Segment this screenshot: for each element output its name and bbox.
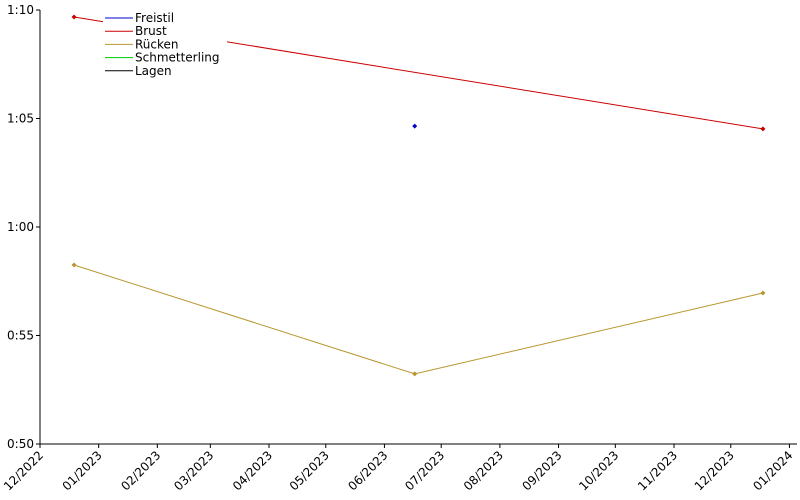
- x-tick-label: 01/2024: [750, 448, 795, 493]
- legend-label: Freistil: [135, 11, 174, 25]
- legend-label: Lagen: [135, 64, 172, 78]
- y-tick-label: 0:50: [7, 437, 34, 451]
- x-tick-label: 10/2023: [576, 448, 621, 493]
- data-point: [412, 123, 418, 129]
- data-point: [760, 126, 766, 132]
- y-tick-label: 1:05: [7, 112, 34, 126]
- x-tick-label: 02/2023: [118, 448, 163, 493]
- data-point: [71, 262, 77, 268]
- legend-label: Schmetterling: [135, 51, 220, 65]
- data-point: [71, 14, 77, 20]
- series-line: [73, 264, 764, 375]
- legend-label: Rücken: [135, 37, 179, 51]
- y-tick-label: 1:00: [7, 220, 34, 234]
- data-point: [412, 371, 418, 377]
- x-tick-label: 03/2023: [171, 448, 216, 493]
- x-tick-label: 04/2023: [230, 448, 275, 493]
- x-tick-label: 07/2023: [402, 448, 447, 493]
- x-tick-label: 05/2023: [287, 448, 332, 493]
- x-tick-label: 12/2022: [1, 448, 46, 493]
- x-tick-label: 09/2023: [520, 448, 565, 493]
- x-tick-label: 06/2023: [345, 448, 390, 493]
- x-tick-label: 08/2023: [461, 448, 506, 493]
- legend-label: Brust: [135, 24, 167, 38]
- y-tick-label: 0:55: [7, 329, 34, 343]
- y-tick-label: 1:10: [7, 3, 34, 17]
- x-tick-label: 12/2023: [692, 448, 737, 493]
- x-tick-label: 11/2023: [635, 448, 680, 493]
- data-point: [760, 290, 766, 296]
- x-tick-label: 01/2023: [60, 448, 105, 493]
